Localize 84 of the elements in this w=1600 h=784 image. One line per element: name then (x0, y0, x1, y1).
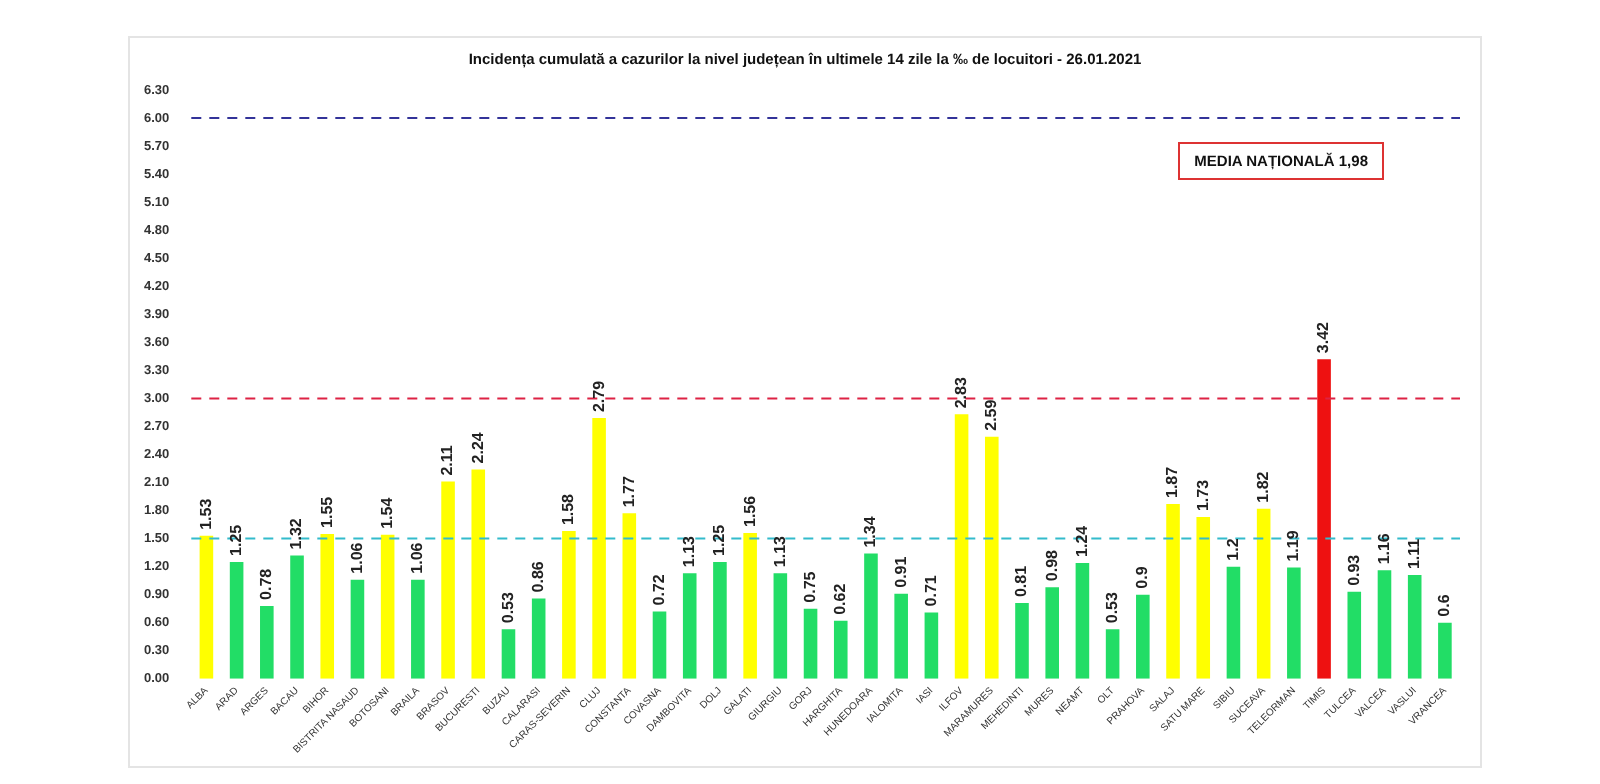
data-label: 0.81 (1012, 564, 1031, 598)
data-label: 2.83 (951, 376, 970, 409)
bar (199, 535, 214, 679)
data-label: 2.59 (982, 398, 1001, 431)
data-label: 0.75 (800, 570, 819, 603)
data-label: 0.62 (831, 582, 850, 615)
data-label: 1.56 (740, 494, 759, 527)
data-label: 1.82 (1254, 470, 1273, 503)
bar (713, 561, 727, 679)
data-label: 1.16 (1374, 532, 1393, 565)
bar (1075, 562, 1090, 679)
bar (1407, 575, 1422, 679)
bar (501, 629, 516, 679)
data-label: 0.6 (1435, 593, 1454, 617)
data-label: 0.72 (649, 573, 668, 606)
data-label: 1.77 (619, 475, 638, 508)
data-label: 2.79 (589, 379, 608, 413)
bar (803, 608, 818, 679)
bar (622, 513, 637, 679)
bar (1438, 622, 1452, 679)
bar (1377, 570, 1392, 679)
data-label: 1.55 (317, 495, 336, 528)
data-label: 1.87 (1163, 465, 1182, 499)
bar (1045, 587, 1059, 679)
bar (894, 593, 908, 679)
data-label: 0.71 (921, 574, 940, 607)
data-label: 1.19 (1284, 529, 1303, 562)
bar (229, 561, 244, 679)
data-label: 1.06 (347, 541, 366, 574)
bar (1287, 567, 1301, 679)
bar (1196, 517, 1211, 679)
data-label: 0.53 (498, 591, 517, 624)
bar (1347, 591, 1362, 679)
bar (1256, 508, 1271, 679)
bar (954, 414, 969, 679)
data-label: 1.2 (1223, 537, 1242, 561)
data-label: 1.11 (1405, 537, 1424, 570)
data-label: 1.25 (227, 523, 246, 556)
bar (833, 620, 848, 679)
bar (411, 579, 425, 679)
data-label: 0.93 (1344, 553, 1363, 586)
bar (682, 573, 697, 679)
data-label: 1.32 (287, 517, 306, 550)
data-label: 0.86 (529, 560, 548, 593)
data-label: 1.73 (1193, 478, 1212, 512)
data-label: 1.06 (408, 541, 427, 574)
bar (562, 531, 576, 679)
data-label: 1.24 (1072, 524, 1091, 557)
data-label: 2.11 (438, 444, 457, 476)
bar (1136, 594, 1150, 679)
data-label: 0.91 (891, 555, 910, 588)
data-label: 1.34 (861, 515, 880, 548)
bar (1226, 566, 1241, 679)
bar (290, 555, 304, 679)
data-label: 3.42 (1314, 320, 1333, 354)
data-label: 1.13 (680, 534, 699, 568)
bar (592, 418, 606, 679)
bar (1105, 629, 1120, 679)
bar (441, 481, 455, 679)
bar (924, 612, 939, 679)
bar (380, 534, 395, 679)
bar (471, 469, 486, 679)
bar (773, 573, 788, 679)
data-label: 2.24 (468, 431, 487, 464)
data-label: 1.54 (378, 496, 397, 529)
bar (1015, 603, 1029, 679)
bar (260, 605, 274, 679)
bar (320, 533, 335, 679)
data-label: 0.53 (1103, 591, 1122, 624)
data-label: 1.13 (770, 534, 789, 568)
data-label: 1.58 (559, 492, 578, 526)
data-label: 0.78 (257, 567, 276, 600)
bar (1166, 504, 1180, 679)
data-label: 0.98 (1042, 548, 1061, 582)
bar (350, 579, 365, 679)
bar (864, 553, 878, 679)
bar (984, 436, 999, 679)
bar (652, 611, 667, 679)
bar (743, 532, 757, 679)
bar (531, 598, 546, 679)
data-label: 1.25 (710, 523, 729, 556)
data-label: 1.53 (196, 497, 215, 530)
data-label: 0.9 (1133, 565, 1152, 589)
bar (1317, 359, 1331, 679)
